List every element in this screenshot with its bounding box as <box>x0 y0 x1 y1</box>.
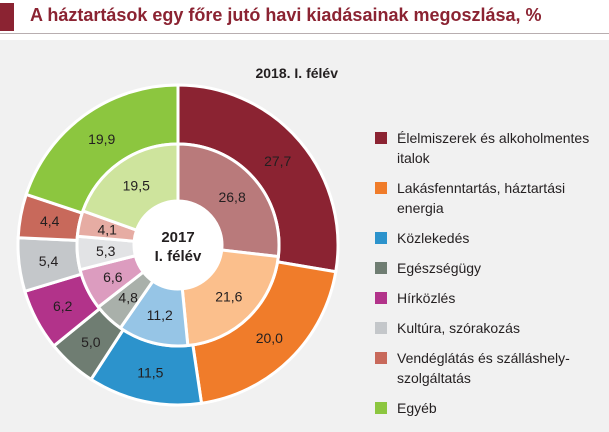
center-label-period: I. félév <box>155 248 202 265</box>
legend-item-cat-2: Lakásfenntartás, háztartási energia <box>375 178 607 218</box>
legend-swatch-cat-6 <box>375 322 387 334</box>
legend-item-cat-6: Kultúra, szórakozás <box>375 318 607 338</box>
donut-chart: 27,7 20,0 11,5 5,0 6,2 5,4 4,4 19,9 26,8 21,6 11,2… <box>16 65 340 407</box>
legend-label-cat-3: Közlekedés <box>397 230 470 246</box>
legend-label-cat-4: Egészségügy <box>397 260 482 276</box>
legend-label-cat-8: Egyéb <box>397 400 437 416</box>
legend-label-cat-2: Lakásfenntartás, háztartási energia <box>397 180 566 216</box>
legend-item-cat-1: Élelmiszerek és alkoholmentes italok <box>375 128 607 168</box>
outer-label-cat-7: 4,4 <box>40 213 60 229</box>
outer-label-cat-1: 27,7 <box>264 153 291 169</box>
legend-swatch-cat-8 <box>375 402 387 414</box>
legend-swatch-cat-2 <box>375 182 387 194</box>
title-accent-bar <box>0 3 14 31</box>
legend-swatch-cat-3 <box>375 232 387 244</box>
title-divider <box>0 33 609 34</box>
legend-label-cat-5: Hírközlés <box>397 290 456 306</box>
title-bar: A háztartások egy főre jutó havi kiadása… <box>0 0 609 34</box>
legend-swatch-cat-4 <box>375 262 387 274</box>
outer-ring <box>16 83 340 407</box>
chart-title: A háztartások egy főre jutó havi kiadása… <box>30 5 542 25</box>
legend-swatch-cat-7 <box>375 352 387 364</box>
outer-label-cat-2: 20,0 <box>256 330 283 346</box>
legend-label-cat-1: Élelmiszerek és alkoholmentes italok <box>397 130 590 166</box>
legend-label-cat-6: Kultúra, szórakozás <box>397 320 520 336</box>
legend-item-cat-8: Egyéb <box>375 398 607 418</box>
center-hole <box>134 201 222 289</box>
inner-label-cat-1: 26,8 <box>218 189 245 205</box>
legend-item-cat-4: Egészségügy <box>375 258 607 278</box>
center-label-year: 2017 <box>161 229 194 246</box>
outer-label-cat-5: 6,2 <box>53 298 73 314</box>
inner-label-cat-8: 19,5 <box>123 178 150 194</box>
inner-label-cat-2: 21,6 <box>215 289 242 305</box>
inner-label-cat-7: 4,1 <box>97 222 117 238</box>
legend-item-cat-7: Vendéglátás és szálláshely-szolgáltatás <box>375 348 607 388</box>
chart-panel: 27,7 20,0 11,5 5,0 6,2 5,4 4,4 19,9 26,8 21,6 11,2… <box>0 40 609 432</box>
outer-label-cat-8: 19,9 <box>88 131 115 147</box>
outer-label-cat-6: 5,4 <box>39 253 59 269</box>
slice-labels: 27,7 20,0 11,5 5,0 6,2 5,4 4,4 19,9 26,8 21,6 11,2… <box>39 131 292 380</box>
legend-swatch-cat-5 <box>375 292 387 304</box>
inner-label-cat-5: 6,6 <box>103 269 123 285</box>
legend-item-cat-5: Hírközlés <box>375 288 607 308</box>
legend-swatch-cat-1 <box>375 132 387 144</box>
inner-label-cat-3: 11,2 <box>147 307 173 323</box>
inner-label-cat-6: 5,3 <box>96 243 116 259</box>
outer-ring-label: 2018. I. félév <box>255 65 338 81</box>
inner-label-cat-4: 4,8 <box>118 290 138 306</box>
outer-label-cat-4: 5,0 <box>81 334 101 350</box>
legend: Élelmiszerek és alkoholmentes italok Laká… <box>375 128 607 428</box>
legend-label-cat-7: Vendéglátás és szálláshely-szolgáltatás <box>397 350 570 386</box>
legend-item-cat-3: Közlekedés <box>375 228 607 248</box>
outer-label-cat-3: 11,5 <box>137 365 163 381</box>
